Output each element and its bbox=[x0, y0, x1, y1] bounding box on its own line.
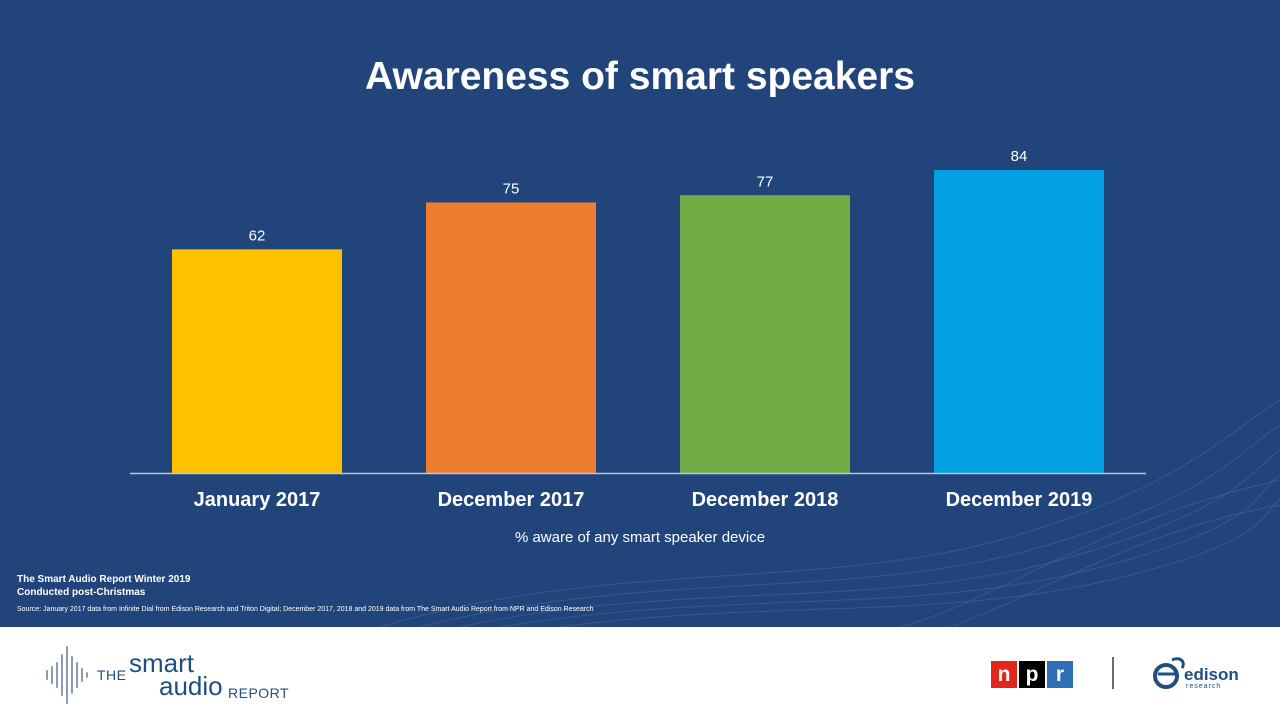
footer-bar: THE smart audio REPORT n p r edison rese… bbox=[0, 627, 1280, 720]
report-name: The Smart Audio Report Winter 2019 bbox=[17, 574, 191, 585]
category-label-1: January 2017 bbox=[194, 489, 321, 511]
logo-divider bbox=[1112, 657, 1114, 689]
logo-text-report: REPORT bbox=[228, 685, 290, 701]
data-label-3: 77 bbox=[757, 173, 774, 190]
data-label-2: 75 bbox=[503, 180, 520, 197]
category-label-2: December 2017 bbox=[438, 489, 585, 511]
edison-swirl-icon bbox=[1153, 657, 1185, 689]
report-note: Conducted post-Christmas bbox=[17, 587, 146, 598]
logo-text-audio: audio bbox=[159, 671, 223, 701]
bar-chart: 62 January 2017 75 December 2017 77 December … bbox=[130, 148, 1146, 511]
data-label-4: 84 bbox=[1011, 148, 1028, 165]
data-label-1: 62 bbox=[249, 227, 266, 244]
npr-logo: n p r bbox=[991, 661, 1073, 688]
bar-3 bbox=[680, 195, 850, 473]
chart-title: Awareness of smart speakers bbox=[365, 55, 915, 98]
slide-area: Awareness of smart speakers 62 January 20… bbox=[0, 0, 1280, 627]
logo-text-the: THE bbox=[97, 667, 127, 683]
source-note: Source: January 2017 data from Infinite … bbox=[17, 606, 594, 613]
smart-audio-report-logo: THE smart audio REPORT bbox=[44, 645, 294, 705]
npr-letter-r: r bbox=[1047, 661, 1073, 688]
bar-4 bbox=[934, 170, 1104, 473]
bar-2 bbox=[426, 202, 596, 473]
logo-text-smart: smart bbox=[129, 648, 194, 678]
background-wave-decoration bbox=[379, 399, 1280, 627]
npr-letter-n: n bbox=[991, 661, 1017, 688]
category-label-4: December 2019 bbox=[946, 489, 1093, 511]
edison-research-logo: edison research bbox=[1150, 654, 1250, 694]
bar-1 bbox=[172, 249, 342, 473]
soundwave-icon bbox=[46, 646, 88, 704]
edison-name: edison bbox=[1184, 665, 1239, 684]
chart-subtitle: % aware of any smart speaker device bbox=[514, 529, 766, 546]
category-label-3: December 2018 bbox=[692, 489, 839, 511]
npr-letter-p: p bbox=[1019, 661, 1045, 688]
edison-sub: research bbox=[1186, 683, 1222, 690]
